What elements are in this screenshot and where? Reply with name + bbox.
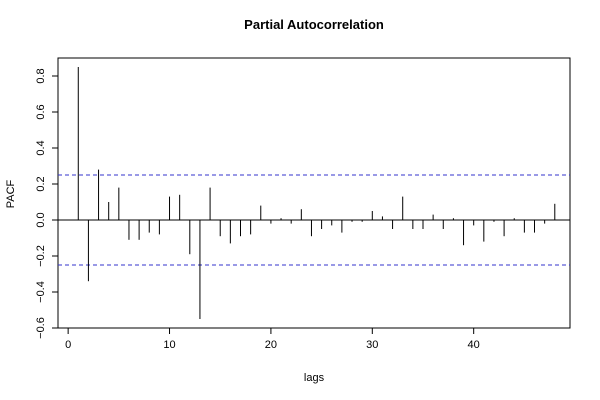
y-tick-label: 0.0 — [35, 212, 47, 227]
y-tick-label: 0.2 — [35, 176, 47, 191]
chart-title: Partial Autocorrelation — [244, 17, 384, 32]
plot-frame — [57, 57, 571, 329]
y-tick-label: −0.2 — [35, 245, 47, 267]
y-tick-label: −0.4 — [35, 281, 47, 303]
x-tick-label: 0 — [65, 339, 71, 351]
y-tick-label: 0.4 — [35, 140, 47, 155]
y-axis: −0.6 −0.4 −0.2 0.0 0.2 0.4 0.6 0.8 — [35, 68, 59, 339]
y-tick-label: −0.6 — [35, 317, 47, 339]
x-tick-label: 20 — [265, 339, 277, 351]
x-axis: 0 10 20 30 40 — [65, 327, 480, 351]
y-tick-label: 0.8 — [35, 68, 47, 83]
y-axis-label: PACF — [5, 179, 17, 208]
y-tick-label: 0.6 — [35, 104, 47, 119]
pacf-bars — [77, 67, 556, 319]
x-axis-label: lags — [304, 372, 325, 384]
x-tick-label: 10 — [163, 339, 175, 351]
x-tick-label: 30 — [366, 339, 378, 351]
x-tick-label: 40 — [468, 339, 480, 351]
